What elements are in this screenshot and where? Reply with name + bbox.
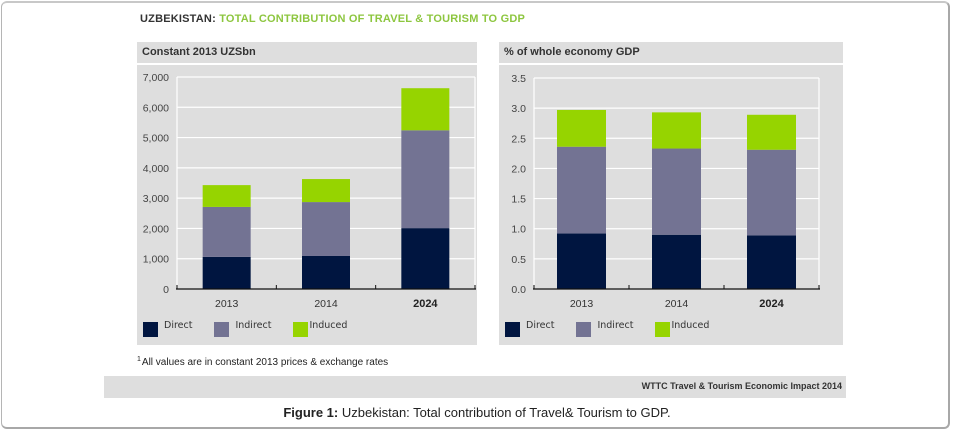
legend-item-direct: Direct <box>143 320 193 337</box>
figure-caption: Figure 1: Uzbekistan: Total contribution… <box>0 405 954 420</box>
bar-direct-2013 <box>557 233 606 289</box>
y-tick-label: 3.5 <box>511 73 526 85</box>
legend-label-induced: Induced <box>671 320 710 331</box>
bar-direct-2013 <box>202 256 251 289</box>
bar-indirect-2024 <box>401 130 450 229</box>
legend-label-indirect: Indirect <box>597 320 634 331</box>
legend-swatch-induced <box>655 322 671 337</box>
y-tick-label: 0.0 <box>511 284 526 296</box>
bar-induced-2013 <box>202 185 251 207</box>
legend-item-induced: Induced <box>293 320 348 337</box>
legend-label-direct: Direct <box>164 320 193 331</box>
y-tick-label: 0.5 <box>511 254 526 266</box>
panel-header: % of whole economy GDP <box>499 42 843 65</box>
panel-header: Constant 2013 UZSbn <box>137 42 477 65</box>
y-tick-label: 3,000 <box>143 193 169 205</box>
legend-item-induced: Induced <box>655 320 710 337</box>
y-tick-label: 1.5 <box>511 194 526 206</box>
chart-panel-pct-gdp: % of whole economy GDP 0.0 0.5 1.0 1.5 2.0 2.… <box>499 42 843 345</box>
figure-title-country: UZBEKISTAN: <box>140 13 216 25</box>
x-tick-label: 2024 <box>413 298 438 310</box>
footnote-marker: 1 <box>137 356 141 363</box>
figure-title-text: TOTAL CONTRIBUTION OF TRAVEL & TOURISM T… <box>219 13 526 25</box>
y-tick-label: 3.0 <box>511 103 526 115</box>
caption-text: Uzbekistan: Total contribution of Travel… <box>338 405 671 420</box>
bar-induced-2013 <box>557 109 606 147</box>
chart-constant-uzsbn: 0 1,000 2,000 3,000 4,000 5,000 6,000 7,000 2013… <box>143 72 476 310</box>
bar-indirect-2014 <box>302 202 350 256</box>
y-tick-label: 2.0 <box>511 163 526 175</box>
bar-induced-2024 <box>747 114 796 150</box>
bar-indirect-2013 <box>557 146 606 234</box>
x-tick-label: 2014 <box>314 298 338 310</box>
y-tick-label: 5,000 <box>143 133 169 145</box>
chart-title: % of whole economy GDP <box>504 46 640 58</box>
bar-indirect-2014 <box>652 148 701 235</box>
caption-label: Figure 1: <box>283 405 339 420</box>
legend-swatch-induced <box>293 322 309 337</box>
x-tick-label: 2013 <box>215 298 239 310</box>
bar-indirect-2024 <box>747 149 796 236</box>
bar-induced-2024 <box>401 88 450 131</box>
x-tick-label: 2014 <box>665 298 689 310</box>
legend-swatch-indirect <box>214 322 230 337</box>
bar-direct-2024 <box>747 235 796 289</box>
bar-direct-2024 <box>401 228 450 289</box>
legend-swatch-direct <box>143 322 158 337</box>
x-tick-label: 2024 <box>759 298 784 310</box>
source-text: WTTC Travel & Tourism Economic Impact 20… <box>641 381 842 391</box>
bar-indirect-2013 <box>202 206 251 257</box>
y-tick-label: 6,000 <box>143 102 169 114</box>
legend-label-direct: Direct <box>526 320 555 331</box>
y-tick-label: 2.5 <box>511 133 526 145</box>
y-tick-label: 1.0 <box>511 224 526 236</box>
chart-panel-constant-uzsbn: Constant 2013 UZSbn 0 1,000 2,000 3,000 4,00… <box>137 42 477 345</box>
y-tick-label: 7,000 <box>143 72 169 84</box>
legend-item-indirect: Indirect <box>214 320 272 337</box>
y-tick-label: 2,000 <box>143 223 169 235</box>
chart-title: Constant 2013 UZSbn <box>142 46 256 58</box>
y-tick-label: 0 <box>163 284 169 296</box>
bar-direct-2014 <box>302 255 350 289</box>
footnote-text: All values are in constant 2013 prices &… <box>141 357 389 368</box>
legend-swatch-indirect <box>576 322 592 337</box>
legend-label-induced: Induced <box>309 320 348 331</box>
bar-direct-2014 <box>652 234 701 289</box>
chart-legend: Direct Indirect Induced <box>505 320 731 337</box>
bar-induced-2014 <box>652 112 701 149</box>
chart-pct-gdp: 0.0 0.5 1.0 1.5 2.0 2.5 3.0 3.5 2013 2014 2024 <box>511 73 820 310</box>
chart-legend: Direct Indirect Induced <box>143 320 369 337</box>
y-tick-label: 1,000 <box>143 254 169 266</box>
source-band: WTTC Travel & Tourism Economic Impact 20… <box>104 376 846 398</box>
legend-label-indirect: Indirect <box>235 320 272 331</box>
footnote: 1All values are in constant 2013 prices … <box>137 356 388 368</box>
legend-item-direct: Direct <box>505 320 555 337</box>
figure-title: UZBEKISTAN: TOTAL CONTRIBUTION OF TRAVEL… <box>140 13 525 25</box>
bar-induced-2014 <box>302 179 350 203</box>
x-tick-label: 2013 <box>570 298 594 310</box>
y-tick-label: 4,000 <box>143 163 169 175</box>
legend-swatch-direct <box>505 322 520 337</box>
legend-item-indirect: Indirect <box>576 320 634 337</box>
